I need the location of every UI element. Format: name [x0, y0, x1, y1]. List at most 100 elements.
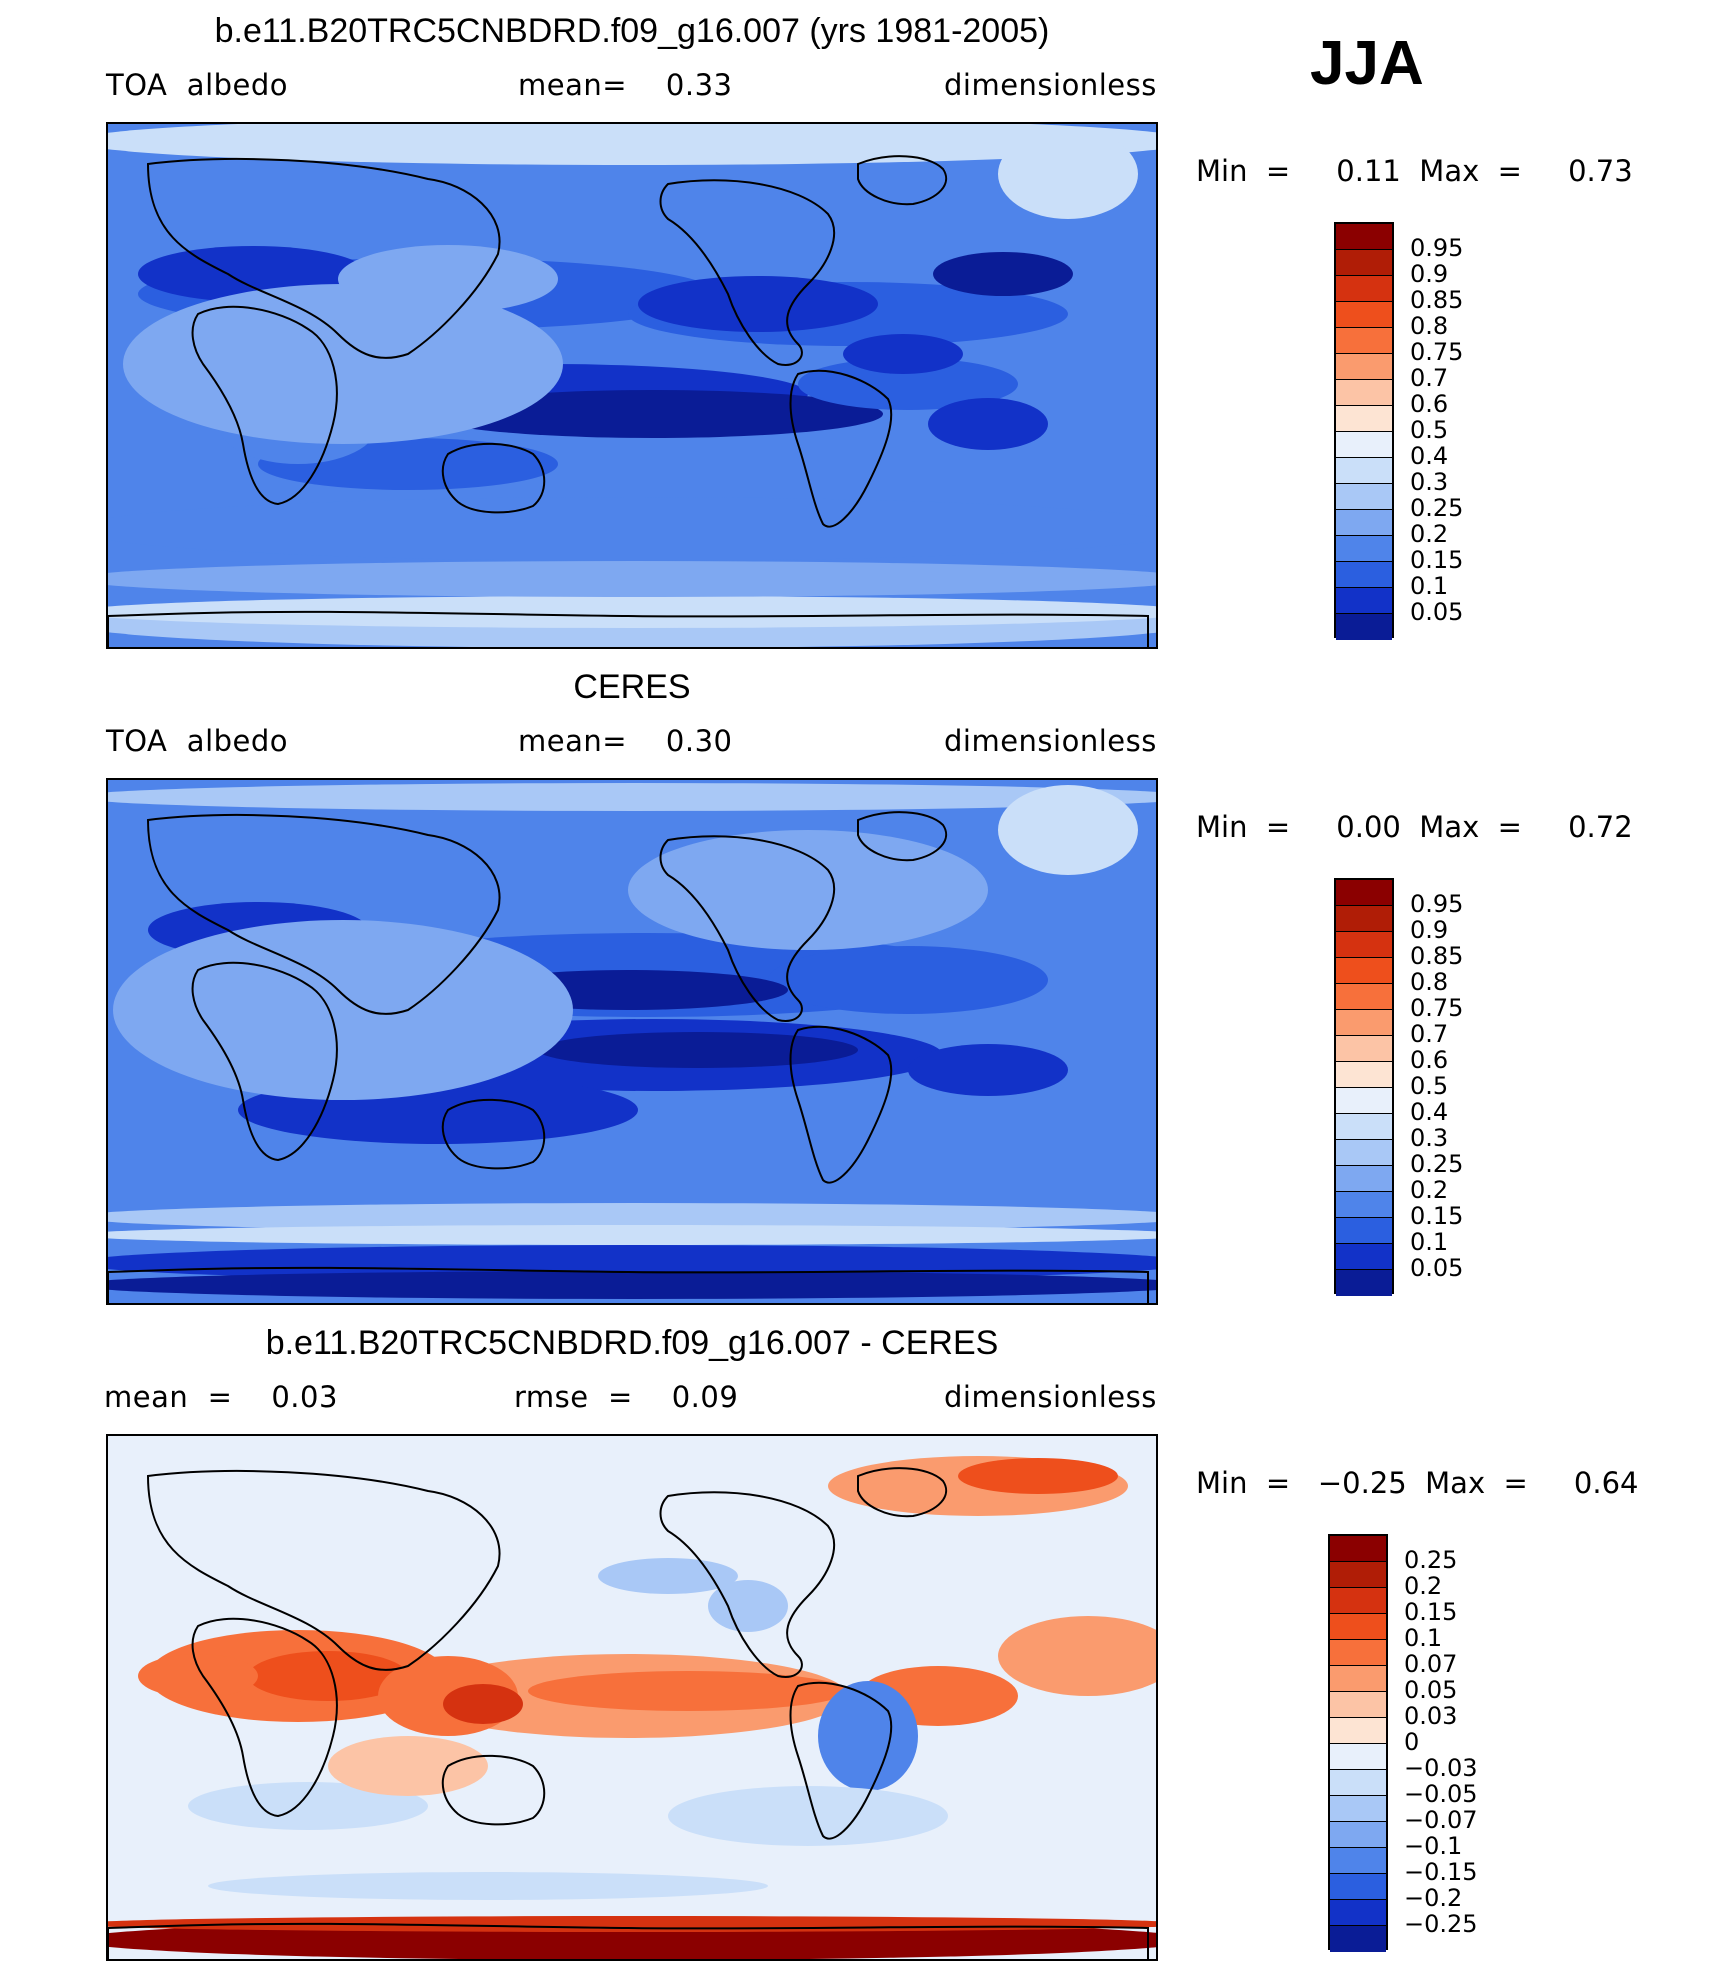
coastline-path: [857, 155, 948, 206]
panel-1-mean-label: mean= 0.33: [518, 68, 733, 102]
colorbar-tick-label: 0.85: [1410, 942, 1464, 970]
colorbar-tick-label: 0.6: [1410, 1046, 1449, 1074]
field-contour: [338, 245, 558, 313]
field-contour: [528, 1671, 848, 1711]
field-contour: [108, 497, 1156, 561]
colorbar-tick-label: 0.7: [1410, 364, 1449, 392]
colorbar-tick-label: −0.2: [1404, 1884, 1463, 1912]
panel-3-minmax: Min = −0.25 Max = 0.64: [1196, 1466, 1639, 1500]
colorbar-swatches: [1328, 1534, 1388, 1952]
colorbar-swatch: [1330, 1562, 1386, 1588]
colorbar-swatch: [1336, 958, 1392, 984]
field-contour: [598, 1558, 738, 1594]
panel-1-map: [106, 122, 1158, 649]
colorbar-swatch: [1336, 510, 1392, 536]
coastlines: [108, 155, 1149, 647]
colorbar-swatch: [1336, 1166, 1392, 1192]
coastlines: [108, 1467, 1149, 1959]
colorbar-swatch: [1336, 380, 1392, 406]
colorbar-swatch: [1336, 932, 1392, 958]
field-contour: [108, 1225, 1156, 1245]
colorbar-swatch: [1330, 1666, 1386, 1692]
coastline-path: [146, 1470, 501, 1671]
colorbar-tick-label: 0.25: [1410, 494, 1464, 522]
colorbar-tick-label: 0.2: [1404, 1572, 1443, 1600]
field-contour: [998, 1616, 1156, 1696]
colorbar-swatch: [1336, 302, 1392, 328]
colorbar-tick-label: 0.03: [1404, 1702, 1458, 1730]
colorbar-swatch: [1336, 1062, 1392, 1088]
colorbar-swatch: [1336, 484, 1392, 510]
coastline-path: [659, 1491, 836, 1678]
colorbar-swatch: [1330, 1536, 1386, 1562]
colorbar-swatch: [1336, 406, 1392, 432]
colorbar-swatch: [1336, 1010, 1392, 1036]
field-contour: [208, 1872, 768, 1900]
field-contour: [998, 129, 1138, 219]
panel-2-mean-label: mean= 0.30: [518, 724, 733, 758]
field-contour: [108, 1271, 1156, 1299]
coastline-path: [191, 961, 338, 1162]
colorbar-tick-label: −0.07: [1404, 1806, 1478, 1834]
colorbar-tick-label: 0.75: [1410, 338, 1464, 366]
colorbar-swatch: [1330, 1848, 1386, 1874]
panel-2-title: CERES: [573, 668, 691, 706]
colorbar-tick-label: 0.8: [1410, 968, 1449, 996]
colorbar-tick-label: 0.2: [1410, 1176, 1449, 1204]
colorbar-swatch: [1330, 1718, 1386, 1744]
colorbar-tick-label: 0.5: [1410, 1072, 1449, 1100]
colorbar-tick-label: −0.03: [1404, 1754, 1478, 1782]
field-contour: [998, 785, 1138, 875]
colorbar-tick-label: 0.4: [1410, 1098, 1449, 1126]
colorbar-tick-label: −0.15: [1404, 1858, 1478, 1886]
map-field: [108, 1436, 1156, 1959]
coastline-path: [789, 1025, 893, 1184]
panel-2-map: [106, 778, 1158, 1305]
colorbar-swatch: [1330, 1692, 1386, 1718]
colorbar-swatch: [1336, 276, 1392, 302]
colorbar-tick-label: 0.05: [1404, 1676, 1458, 1704]
colorbar-swatch: [1330, 1796, 1386, 1822]
colorbar-tick-label: −0.1: [1404, 1832, 1463, 1860]
coastline-path: [441, 1754, 546, 1826]
colorbar-swatch: [1330, 1640, 1386, 1666]
panel-3-units-label: dimensionless: [944, 1380, 1157, 1414]
coastline-path: [789, 369, 893, 528]
colorbar-tick-label: 0.25: [1410, 1150, 1464, 1178]
colorbar-swatch: [1336, 458, 1392, 484]
coastline-path: [441, 442, 546, 514]
panel-1-minmax: Min = 0.11 Max = 0.73: [1196, 154, 1633, 188]
field-contour: [768, 946, 1048, 1014]
colorbar-swatch: [1336, 1244, 1392, 1270]
colorbar-tick-label: 0.3: [1410, 1124, 1449, 1152]
panel-3-title: b.e11.B20TRC5CNBDRD.f09_g16.007 - CERES: [265, 1324, 999, 1362]
coastline-path: [146, 814, 501, 1015]
colorbar-tick-label: 0.6: [1410, 390, 1449, 418]
colorbar-tick-label: 0.15: [1410, 1202, 1464, 1230]
colorbar-swatch: [1336, 984, 1392, 1010]
colorbar-swatch: [1336, 880, 1392, 906]
panel-2-units-label: dimensionless: [944, 724, 1157, 758]
colorbar-tick-label: 0.2: [1410, 520, 1449, 548]
colorbar-tick-label: 0.75: [1410, 994, 1464, 1022]
field-contour: [638, 276, 878, 332]
colorbar-tick-label: 0.4: [1410, 442, 1449, 470]
colorbar-swatch: [1336, 536, 1392, 562]
map-field: [108, 124, 1156, 647]
colorbar-swatch: [1336, 562, 1392, 588]
colorbar-tick-label: 0.85: [1410, 286, 1464, 314]
colorbar-tick-label: −0.05: [1404, 1780, 1478, 1808]
colorbar-swatch: [1336, 588, 1392, 614]
colorbar-swatch: [1336, 1036, 1392, 1062]
panel-3-rmse-label: rmse = 0.09: [514, 1380, 739, 1414]
field-contour: [188, 1782, 428, 1830]
coastline-path: [441, 1098, 546, 1170]
panel-3-map: [106, 1434, 1158, 1961]
map-field: [108, 780, 1156, 1303]
colorbar-swatch: [1330, 1822, 1386, 1848]
field-contour: [933, 252, 1073, 296]
field-contour: [443, 1684, 523, 1724]
colorbar-swatch: [1330, 1874, 1386, 1900]
field-contour: [328, 1736, 488, 1796]
colorbar-tick-label: 0.1: [1410, 1228, 1449, 1256]
